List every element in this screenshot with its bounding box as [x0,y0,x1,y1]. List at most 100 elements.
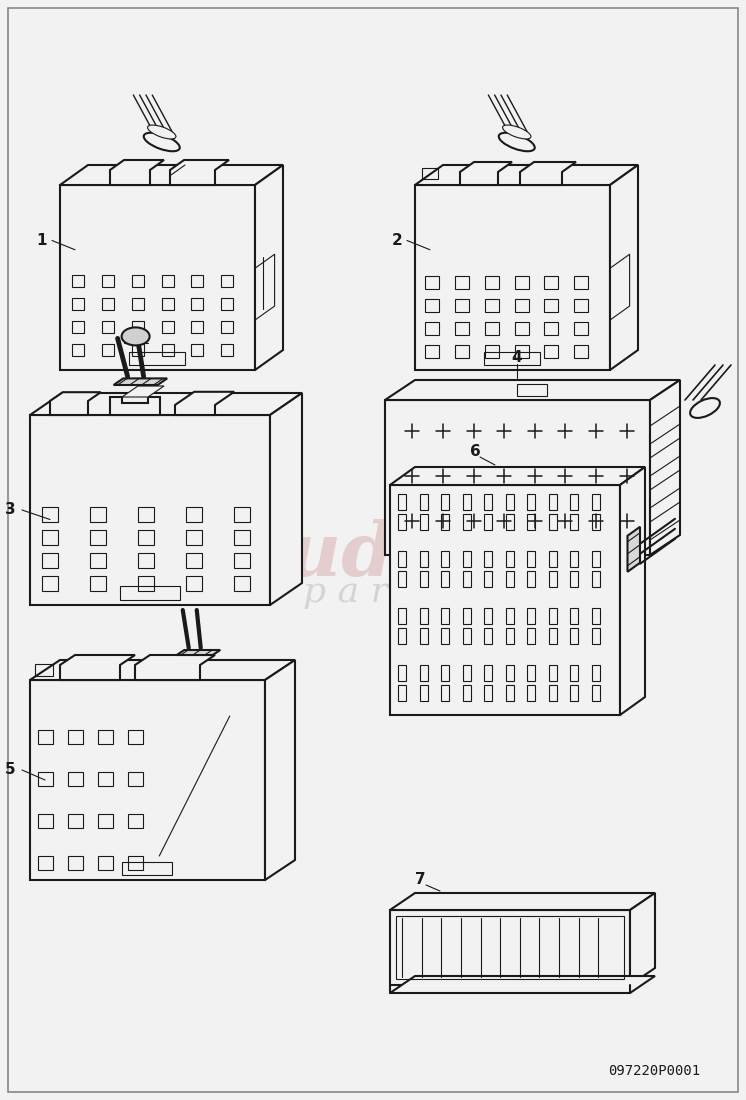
Bar [98,772,113,786]
Bar [138,553,154,568]
Bar [98,730,113,744]
Text: 2: 2 [392,233,402,248]
Bar [441,608,449,624]
Bar [419,628,427,643]
Polygon shape [390,468,645,485]
Polygon shape [60,654,135,680]
Bar [68,856,83,870]
Text: 097220P0001: 097220P0001 [608,1064,700,1078]
Bar [102,275,114,287]
Text: 3: 3 [4,503,16,517]
Bar [42,507,58,522]
Polygon shape [650,379,680,556]
Bar [102,298,114,310]
Bar [186,530,202,544]
Bar [463,685,471,701]
Bar [234,553,250,568]
Bar [131,344,144,356]
Bar [398,608,406,624]
Bar [419,571,427,587]
Bar [574,276,588,289]
Polygon shape [170,160,229,185]
Bar [463,608,471,624]
Bar [570,666,578,681]
Bar [484,571,492,587]
Polygon shape [30,415,270,605]
Bar [398,666,406,681]
Bar [419,551,427,566]
Bar [186,553,202,568]
Bar [455,299,468,312]
Bar [570,571,578,587]
Bar [161,321,174,333]
Bar [138,530,154,544]
Bar [570,494,578,510]
Polygon shape [255,165,283,370]
Bar [484,685,492,701]
Polygon shape [627,527,640,572]
Bar [221,275,233,287]
Bar [221,298,233,310]
Bar [90,576,106,591]
Bar [131,321,144,333]
Bar [548,608,557,624]
Bar [545,276,558,289]
Bar [484,666,492,681]
Bar [455,322,468,335]
Bar [592,685,600,701]
Bar [570,608,578,624]
Bar [128,772,143,786]
Bar [484,514,492,530]
Polygon shape [610,165,638,370]
Bar [548,494,557,510]
Bar [548,666,557,681]
Polygon shape [50,393,101,415]
Bar [120,586,180,600]
Bar [422,168,438,179]
Polygon shape [385,379,680,400]
Bar [484,608,492,624]
Ellipse shape [499,133,535,151]
Bar [548,514,557,530]
Ellipse shape [144,133,180,151]
Bar [234,576,250,591]
Bar [102,344,114,356]
Bar [545,322,558,335]
Bar [68,772,83,786]
Bar [527,608,535,624]
Bar [441,628,449,643]
Bar [515,345,528,358]
Bar [38,730,53,744]
Polygon shape [175,392,234,415]
Polygon shape [415,185,610,370]
Text: 1: 1 [37,233,47,248]
Bar [90,507,106,522]
Bar [221,321,233,333]
Bar [545,299,558,312]
Text: 6: 6 [470,443,480,459]
Bar [425,322,439,335]
Bar [161,344,174,356]
Bar [191,275,204,287]
Bar [463,494,471,510]
Polygon shape [630,893,655,984]
Bar [485,299,498,312]
Bar [592,571,600,587]
Bar [506,685,513,701]
Bar [72,344,84,356]
Bar [425,299,439,312]
Bar [515,299,528,312]
Polygon shape [135,654,215,680]
Bar [592,666,600,681]
Bar [191,344,204,356]
Ellipse shape [503,125,531,139]
Bar [592,551,600,566]
Bar [128,730,143,744]
Bar [425,276,439,289]
Bar [398,571,406,587]
Bar [570,514,578,530]
Bar [90,530,106,544]
Bar [398,551,406,566]
Bar [42,530,58,544]
Bar [484,494,492,510]
